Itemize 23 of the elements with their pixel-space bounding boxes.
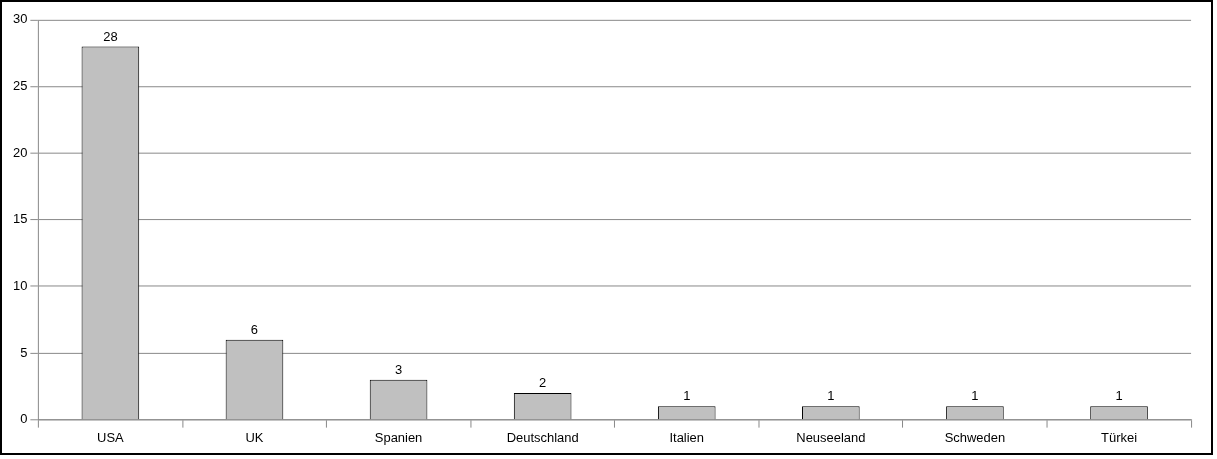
y-tick-label: 10 [12, 277, 28, 293]
data-label: 2 [539, 375, 547, 391]
data-label: 1 [971, 388, 979, 404]
y-tick-label: 0 [20, 411, 28, 427]
data-label: 1 [683, 388, 691, 404]
data-label: 1 [827, 388, 835, 404]
x-tick-label: Spanien [374, 429, 423, 445]
x-tick-label: Türkei [1101, 429, 1137, 445]
x-tick-label: USA [97, 429, 125, 445]
data-label: 3 [394, 361, 403, 377]
x-tick-label: Neuseeland [796, 429, 866, 445]
y-tick-label: 15 [12, 211, 28, 227]
x-tick-label: Italien [669, 429, 705, 445]
y-tick-label: 5 [20, 344, 28, 360]
x-tick-label: Schweden [944, 429, 1006, 445]
data-label: 1 [1115, 388, 1123, 404]
x-tick-label: Deutschland [506, 429, 579, 445]
data-label: 28 [103, 28, 118, 44]
y-tick-label: 20 [12, 144, 28, 160]
y-tick-label: 25 [12, 78, 28, 94]
y-tick-label: 30 [12, 11, 28, 27]
x-tick-label: UK [245, 429, 264, 445]
data-label: 6 [250, 321, 259, 337]
